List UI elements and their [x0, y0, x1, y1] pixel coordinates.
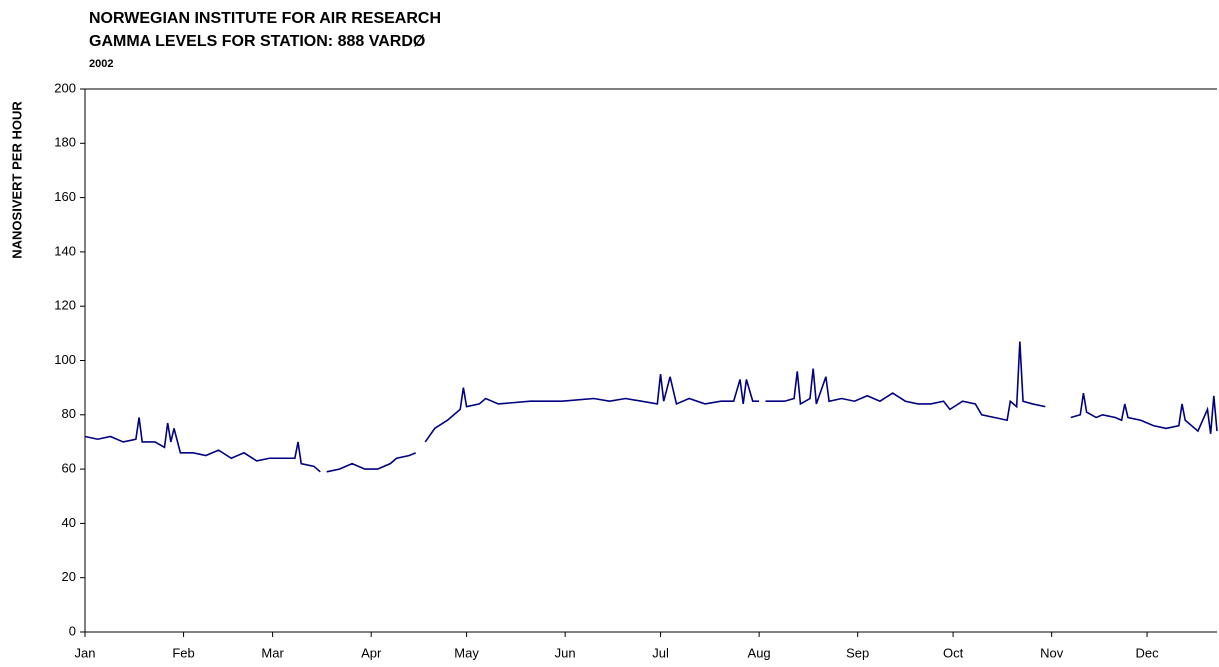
y-tick-label: 200 [54, 80, 76, 95]
x-tick-label: Dec [1135, 645, 1159, 660]
y-tick-label: 140 [54, 243, 76, 258]
y-tick-label: 20 [62, 569, 76, 584]
x-tick-label: Jun [555, 645, 576, 660]
x-tick-label: Mar [261, 645, 284, 660]
y-tick-label: 0 [69, 623, 76, 638]
x-tick-label: Feb [172, 645, 194, 660]
y-axis-label: NANOSIVERT PER HOUR [9, 101, 24, 259]
x-tick-label: Jul [652, 645, 669, 660]
y-tick-label: 60 [62, 461, 76, 476]
x-tick-label: Oct [943, 645, 964, 660]
y-tick-label: 40 [62, 515, 76, 530]
x-tick-label: Apr [361, 645, 382, 660]
x-tick-label: Sep [846, 645, 869, 660]
chart-subtitle: GAMMA LEVELS FOR STATION: 888 VARDØ [89, 33, 425, 50]
y-tick-label: 180 [54, 135, 76, 150]
y-tick-label: 100 [54, 352, 76, 367]
y-tick-label: 160 [54, 189, 76, 204]
x-tick-label: Nov [1040, 645, 1064, 660]
y-tick-label: 120 [54, 298, 76, 313]
y-tick-label: 80 [62, 406, 76, 421]
x-tick-label: May [454, 645, 479, 660]
chart-year: 2002 [89, 58, 113, 70]
x-tick-label: Aug [748, 645, 771, 660]
data-line [84, 341, 1218, 473]
x-tick-label: Jan [75, 645, 96, 660]
chart-title: NORWEGIAN INSTITUTE FOR AIR RESEARCH [89, 10, 441, 27]
